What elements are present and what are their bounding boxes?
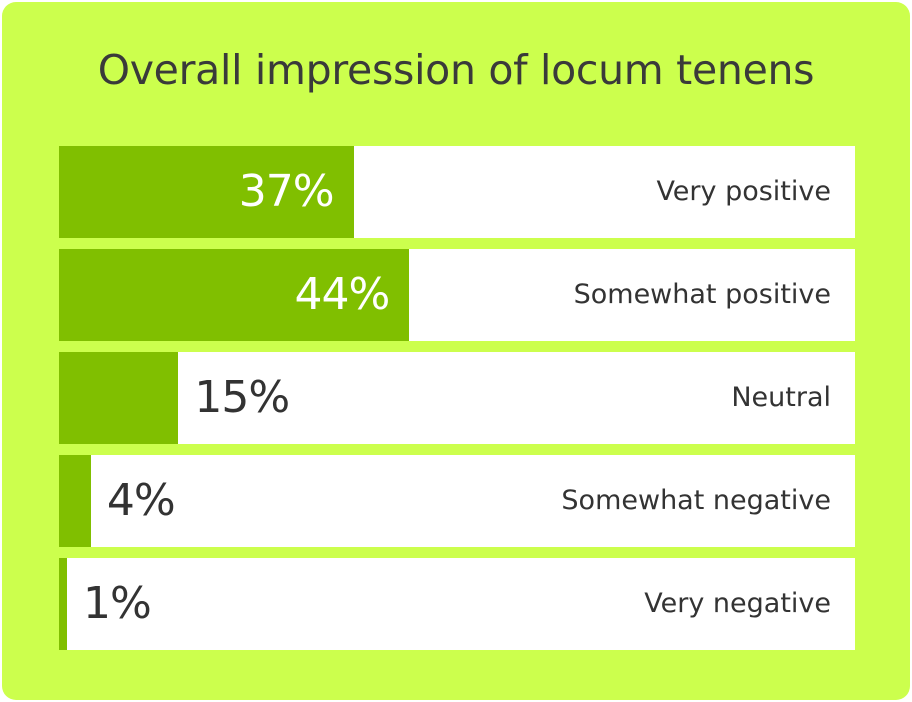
bar — [59, 352, 179, 444]
bar — [59, 146, 354, 238]
bar-row: 37% Very positive — [59, 146, 855, 238]
bar-category-label: Somewhat negative — [561, 485, 831, 516]
bar-category-label: Very negative — [644, 588, 831, 619]
bar-category-label: Very positive — [656, 176, 831, 207]
bar-value-label: 4% — [106, 475, 176, 526]
bar-value-label: 44% — [294, 269, 390, 320]
bar-row: 15% Neutral — [59, 352, 855, 444]
chart-title: Overall impression of locum tenens — [97, 46, 815, 94]
bar — [59, 558, 67, 650]
bar-value-label: 1% — [82, 578, 152, 629]
bar-row: 1% Very negative — [59, 558, 855, 650]
bar-value-label: 37% — [238, 166, 335, 217]
bar-category-label: Somewhat positive — [573, 279, 831, 310]
bar — [59, 249, 410, 341]
bar-value-label: 15% — [194, 372, 290, 423]
bar-row: 4% Somewhat negative — [59, 455, 855, 547]
bar-row: 44% Somewhat positive — [59, 249, 855, 341]
bar-category-label: Neutral — [731, 382, 831, 413]
bar — [59, 455, 91, 547]
